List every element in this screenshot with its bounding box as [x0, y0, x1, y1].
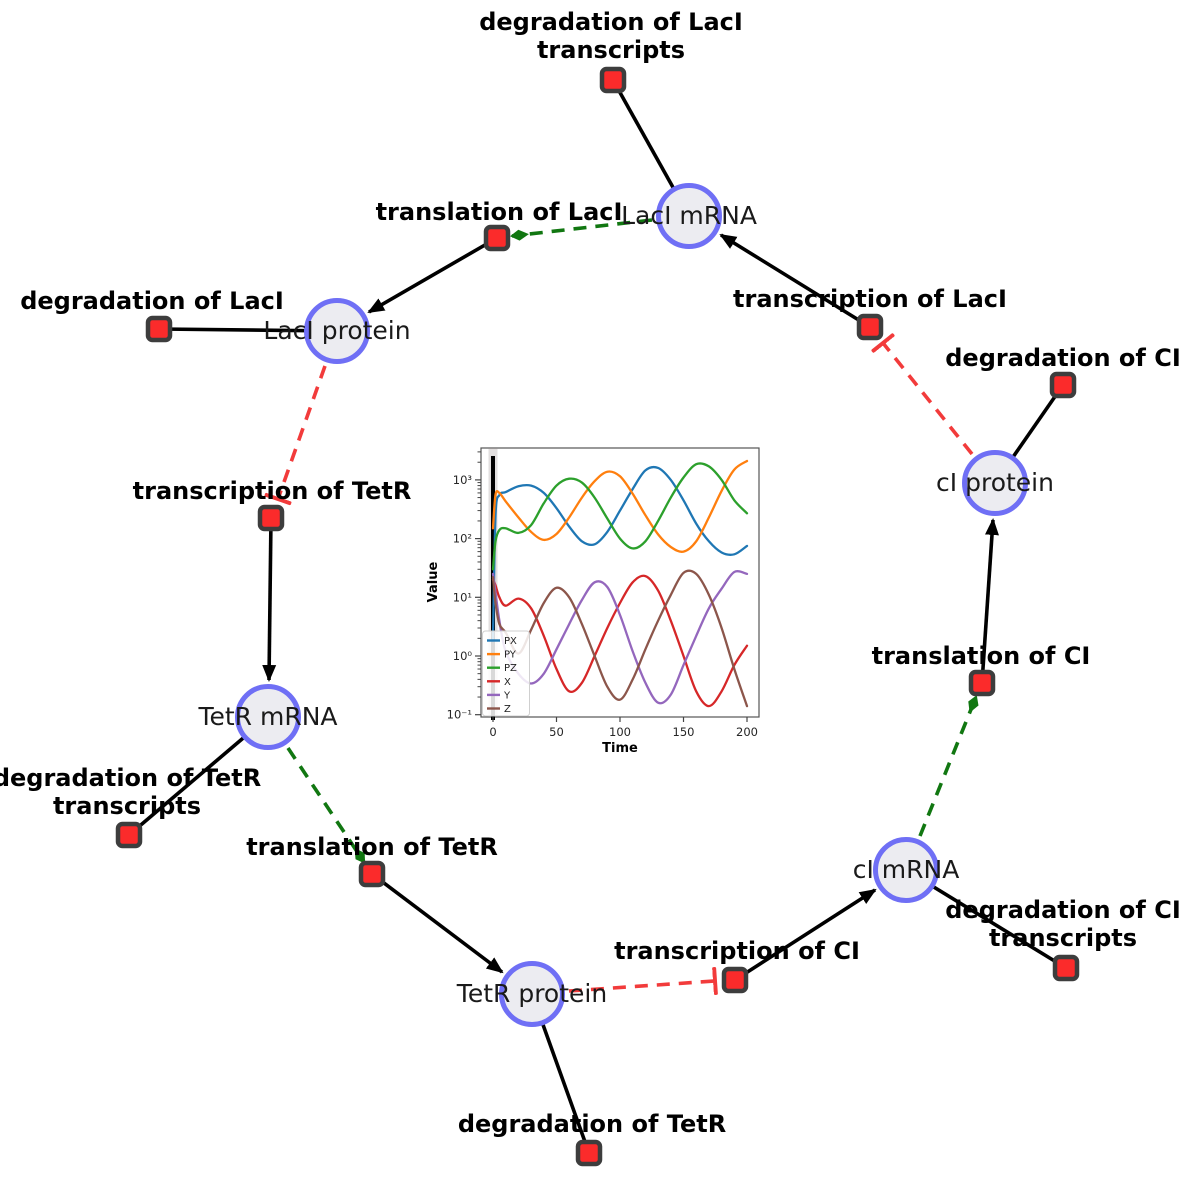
- edge-translationtetr-tetrprotein: [370, 872, 504, 974]
- edge-transcriptionci-cimrna: [734, 888, 877, 982]
- reaction-label-translation-of-laci: translation of LacI: [376, 198, 623, 226]
- edge-tetrmrna-translationtetr: [286, 747, 366, 864]
- plot-x-axis-label: Time: [602, 741, 638, 756]
- species-label-ci-protein: cI protein: [936, 468, 1054, 497]
- species-node-layer: [235, 183, 1028, 1027]
- reaction-node-transcription-of-tetr[interactable]: [257, 504, 285, 532]
- plot-series-PY: [491, 459, 749, 553]
- reaction-node-degradation-of-tetr-transcripts[interactable]: [115, 821, 143, 849]
- reaction-node-degradation-of-tetr[interactable]: [575, 1139, 603, 1167]
- species-node-tetr-mrna[interactable]: [235, 684, 301, 750]
- plot-y-tick: 10²: [453, 532, 472, 546]
- reaction-label-degradation-of-ci: degradation of CI: [945, 344, 1181, 372]
- edge-transcriptionlaci-lacimrna: [719, 233, 871, 329]
- species-node-ci-mrna[interactable]: [873, 837, 939, 903]
- species-node-laci-mrna[interactable]: [656, 183, 722, 249]
- plot-legend-label-X: X: [504, 677, 511, 688]
- species-label-ci-mrna: cI mRNA: [853, 855, 960, 884]
- edge-lacimrna-translationlaci: [510, 218, 653, 241]
- edge-cimrna-translationci: [918, 695, 979, 837]
- edge-translationlaci-laciprotein: [367, 236, 498, 314]
- plot-x-tick: 150: [673, 725, 695, 739]
- reaction-label-transcription-of-tetr: transcription of TetR: [133, 477, 412, 505]
- reaction-node-degradation-of-laci[interactable]: [145, 315, 173, 343]
- reaction-label-degradation-of-tetr-transcripts-1: degradation of TetR: [0, 764, 261, 792]
- plot-series-X: [491, 574, 749, 708]
- species-node-laci-protein[interactable]: [304, 298, 370, 364]
- reaction-label-degradation-of-laci-transcripts-2: transcripts: [537, 36, 685, 64]
- plot-y-tick: 10³: [453, 473, 473, 487]
- species-label-laci-protein: LacI protein: [263, 316, 410, 345]
- plot-x-tick: 200: [736, 725, 758, 739]
- plot-y-tick: 10⁰: [453, 649, 473, 663]
- plot-legend-label-Z: Z: [504, 704, 511, 715]
- plot-y-tick: 10⁻¹: [447, 708, 472, 722]
- reaction-label-degradation-of-ci-transcripts-2: transcripts: [989, 924, 1137, 952]
- edge-transcriptiontetr-tetrmrna: [262, 517, 277, 682]
- plot-y-axis-label: Value: [426, 561, 441, 602]
- edge-ciprotein-inhibits-transcriptionlaci: [871, 333, 974, 456]
- label-layer: LacI mRNA LacI protein cI protein TetR m…: [0, 8, 1181, 1138]
- reaction-label-degradation-of-laci: degradation of LacI: [20, 287, 284, 315]
- reaction-label-degradation-of-laci-transcripts-1: degradation of LacI: [479, 8, 743, 36]
- species-label-tetr-mrna: TetR mRNA: [197, 702, 337, 731]
- plot-series-PZ: [491, 462, 749, 571]
- plot-y-tick: 10¹: [453, 590, 472, 604]
- reaction-node-layer: [115, 66, 1080, 1167]
- species-label-tetr-protein: TetR protein: [456, 979, 607, 1008]
- reaction-label-degradation-of-tetr: degradation of TetR: [458, 1110, 726, 1138]
- reaction-label-degradation-of-tetr-transcripts-2: transcripts: [53, 792, 201, 820]
- edge-laciprotein-inhibits-transcriptiontetr: [264, 365, 327, 506]
- plot-x-tick: 100: [609, 725, 631, 739]
- reaction-node-transcription-of-laci[interactable]: [856, 313, 884, 341]
- plot-x-tick: 0: [489, 725, 496, 739]
- reaction-label-degradation-of-ci-transcripts-1: degradation of CI: [945, 896, 1181, 924]
- plot-legend-label-Y: Y: [503, 690, 511, 701]
- edge-tetrprotein-inhibits-transcriptionci: [568, 966, 718, 996]
- edge-translationci-ciprotein: [980, 518, 999, 684]
- species-node-tetr-protein[interactable]: [499, 961, 565, 1027]
- reaction-node-translation-of-laci[interactable]: [483, 224, 511, 252]
- plot-x-tick: 50: [549, 725, 564, 739]
- reaction-label-transcription-of-laci: transcription of LacI: [733, 285, 1007, 313]
- reaction-node-transcription-of-ci[interactable]: [721, 966, 749, 994]
- reaction-node-degradation-of-ci[interactable]: [1049, 371, 1077, 399]
- species-node-ci-protein[interactable]: [962, 450, 1028, 516]
- reaction-label-translation-of-ci: translation of CI: [872, 642, 1091, 670]
- reaction-label-translation-of-tetr: translation of TetR: [246, 833, 498, 861]
- plot-series-PX: [491, 465, 749, 640]
- reaction-node-degradation-of-ci-transcripts[interactable]: [1052, 954, 1080, 982]
- reaction-node-translation-of-ci[interactable]: [968, 669, 996, 697]
- species-label-laci-mrna: LacI mRNA: [621, 201, 757, 230]
- inset-plot: 0 50 100 150 200 10⁻¹ 10⁰ 10¹ 10² 10³ PX PY PZ XYZ Ti…: [425, 438, 770, 763]
- plot-legend-label-PZ: PZ: [504, 663, 517, 674]
- plot-legend-label-PY: PY: [504, 650, 517, 661]
- plot-legend: PX PY PZ XYZ: [482, 630, 530, 717]
- reaction-node-degradation-of-laci-transcripts[interactable]: [599, 66, 627, 94]
- reaction-node-translation-of-tetr[interactable]: [358, 860, 386, 888]
- reaction-label-transcription-of-ci: transcription of CI: [614, 937, 860, 965]
- plot-legend-label-PX: PX: [504, 636, 517, 647]
